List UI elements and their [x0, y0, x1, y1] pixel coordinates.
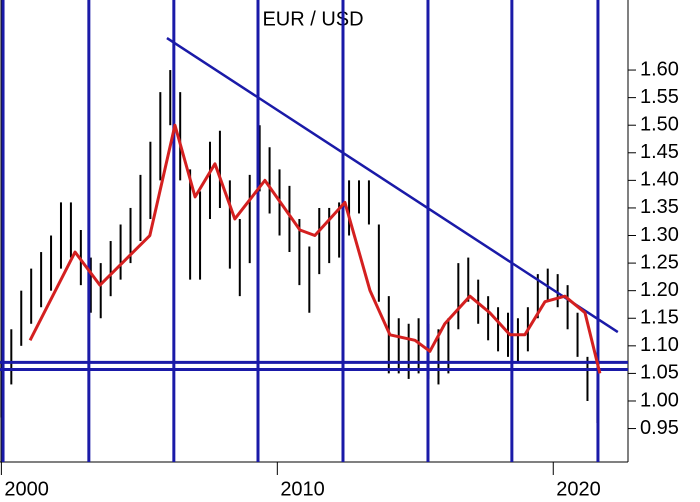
- x-tick-label: 2020: [556, 478, 601, 500]
- y-tick-label: 1.05: [640, 362, 679, 384]
- y-tick-label: 1.45: [640, 141, 679, 163]
- y-tick-label: 1.50: [640, 113, 679, 135]
- y-tick-label: 1.40: [640, 169, 679, 191]
- y-tick-label: 1.20: [640, 279, 679, 301]
- y-tick-label: 0.95: [640, 417, 679, 439]
- y-tick-label: 1.15: [640, 307, 679, 329]
- y-tick-label: 1.60: [640, 58, 679, 80]
- x-tick-label: 2000: [4, 478, 49, 500]
- y-tick-label: 1.55: [640, 86, 679, 108]
- chart-title: EUR / USD: [262, 8, 363, 30]
- moving-average: [28, 123, 602, 374]
- y-tick-label: 1.25: [640, 251, 679, 273]
- y-tick-label: 1.10: [640, 334, 679, 356]
- y-tick-label: 1.00: [640, 389, 679, 411]
- y-tick-label: 1.30: [640, 224, 679, 246]
- x-tick-label: 2010: [280, 478, 325, 500]
- y-tick-label: 1.35: [640, 196, 679, 218]
- trend-line: [166, 37, 619, 334]
